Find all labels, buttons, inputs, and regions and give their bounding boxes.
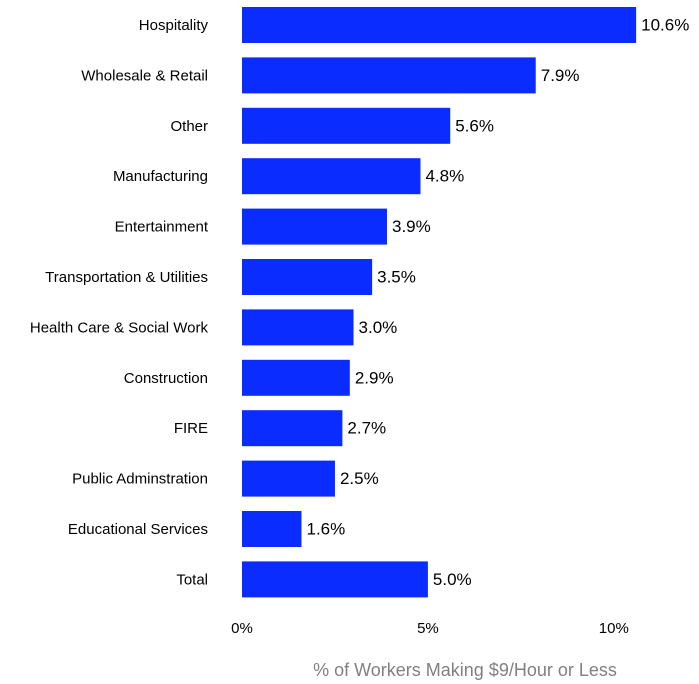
value-label: 2.7%	[347, 419, 386, 438]
bar	[242, 359, 350, 396]
bar	[242, 7, 637, 43]
x-axis-label: % of Workers Making $9/Hour or Less	[313, 660, 617, 680]
y-tick-label: Entertainment	[115, 219, 209, 236]
bar	[242, 309, 354, 346]
bar	[242, 259, 373, 295]
bar	[242, 208, 388, 245]
y-tick-label: Hospitality	[139, 17, 209, 34]
bar	[242, 410, 343, 447]
y-tick-label: Construction	[124, 370, 208, 387]
x-tick-label: 5%	[417, 620, 439, 637]
y-tick-label: Public Adminstration	[72, 471, 208, 488]
value-label: 4.8%	[425, 167, 464, 186]
value-label: 10.6%	[641, 15, 689, 34]
bar	[242, 460, 335, 497]
value-label: 7.9%	[541, 66, 580, 85]
y-tick-label: Wholesale & Retail	[81, 67, 208, 84]
bar	[242, 57, 536, 94]
y-tick-label: Transportation & Utilities	[45, 269, 208, 286]
x-tick-label: 10%	[599, 620, 629, 637]
y-tick-label: Manufacturing	[113, 168, 208, 185]
value-label: 2.9%	[355, 368, 394, 387]
value-label: 3.9%	[392, 217, 431, 236]
y-tick-label: Other	[170, 118, 208, 135]
value-label: 1.6%	[306, 519, 345, 538]
y-tick-label: Health Care & Social Work	[30, 319, 209, 336]
value-label: 3.0%	[359, 318, 398, 337]
y-tick-label: FIRE	[174, 420, 208, 437]
y-tick-label: Educational Services	[68, 521, 208, 538]
value-label: 5.0%	[433, 570, 472, 589]
x-tick-label: 0%	[231, 620, 253, 637]
value-label: 5.6%	[455, 116, 494, 135]
bar	[242, 511, 302, 547]
y-tick-label: Total	[176, 571, 208, 588]
bar	[242, 107, 451, 144]
value-label: 3.5%	[377, 267, 416, 286]
value-label: 2.5%	[340, 469, 379, 488]
bar	[242, 561, 428, 598]
bar	[242, 158, 421, 195]
